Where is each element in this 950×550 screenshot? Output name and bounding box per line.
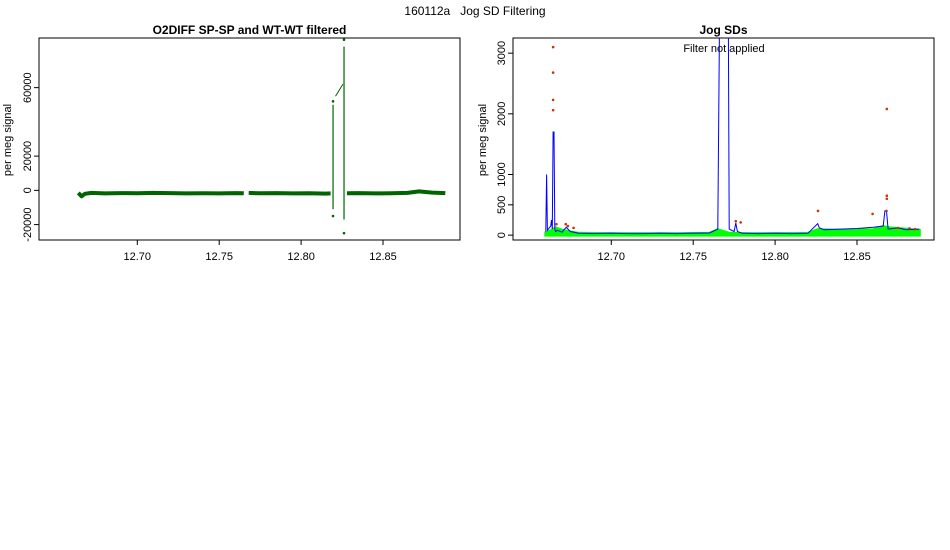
outlier-point-jog-sds: [739, 221, 743, 224]
y-axis-label-jog-sds: per meg signal: [477, 104, 489, 176]
outlier-point-jog-sds: [885, 107, 889, 111]
sd-line-jog-sds: [545, 38, 920, 235]
outlier-point-jog-sds: [564, 222, 568, 226]
y-tick-label-jog-sds: 3000: [496, 41, 508, 65]
data-point-o2diff: [331, 100, 335, 103]
plot-area-jog-sds: [544, 38, 921, 237]
outlier-point-jog-sds: [551, 45, 555, 49]
outlier-point-jog-sds: [885, 194, 889, 198]
y-tick-label-jog-sds: 0: [496, 232, 508, 238]
data-point-o2diff: [342, 38, 346, 42]
outlier-point-jog-sds: [885, 197, 889, 201]
green-band-jog-sds: [544, 225, 921, 237]
panel-o2diff: O2DIFF SP-SP and WT-WT filtered per meg …: [2, 23, 461, 263]
data-point-o2diff: [342, 231, 346, 235]
outlier-point-jog-sds: [734, 219, 738, 223]
x-tick-label-jog-sds: 12.70: [598, 251, 626, 263]
outlier-point-jog-sds: [551, 71, 555, 74]
outlier-point-jog-sds: [551, 98, 555, 102]
outlier-point-jog-sds: [871, 212, 874, 216]
outlier-point-jog-sds: [913, 227, 917, 231]
chart-title-jog-sds: Jog SDs: [699, 23, 747, 37]
axes-o2diff: 12.70 12.75 12.80 12.85 -20000 0 20000 60000: [22, 72, 397, 263]
x-tick-label-o2diff: 12.85: [369, 251, 397, 263]
series-connector-o2diff: [335, 83, 344, 97]
outlier-point-jog-sds: [885, 209, 888, 213]
x-tick-label-o2diff: 12.70: [124, 251, 152, 263]
y-tick-label-o2diff: 0: [22, 187, 34, 193]
y-tick-label-jog-sds: 2000: [496, 102, 508, 126]
chart-title-o2diff: O2DIFF SP-SP and WT-WT filtered: [153, 23, 347, 37]
axes-jog-sds: 12.70 12.75 12.80 12.85 0 500 1000 2000 3000: [496, 41, 871, 263]
outlier-point-jog-sds: [908, 227, 911, 230]
page-title: 160112a Jog SD Filtering: [404, 4, 546, 18]
outlier-point-jog-sds: [566, 224, 570, 228]
panel-jog-sds: Jog SDs Filter not applied per meg signa…: [477, 23, 935, 263]
x-tick-label-jog-sds: 12.80: [761, 251, 789, 263]
data-point-o2diff: [331, 214, 335, 218]
annotation-filter-not-applied: Filter not applied: [683, 43, 764, 55]
outlier-point-jog-sds: [816, 209, 820, 213]
series-segment-o2diff: [76, 190, 244, 199]
data-o2diff: [76, 38, 446, 235]
x-tick-label-o2diff: 12.75: [205, 251, 233, 263]
series-segment-o2diff: [346, 189, 446, 196]
x-tick-label-o2diff: 12.80: [287, 251, 315, 263]
x-tick-label-jog-sds: 12.75: [679, 251, 707, 263]
plot-box-jog-sds: [512, 37, 935, 241]
outlier-point-jog-sds: [896, 226, 900, 230]
y-axis-label-o2diff: per meg signal: [2, 104, 14, 176]
y-tick-label-jog-sds: 500: [496, 196, 508, 214]
y-tick-label-o2diff: 60000: [22, 72, 34, 103]
data-jog-sds: [544, 38, 921, 237]
plot-box-o2diff: [38, 37, 461, 241]
y-tick-label-o2diff: -20000: [22, 207, 34, 241]
series-segment-o2diff: [248, 190, 331, 196]
outlier-point-jog-sds: [572, 226, 575, 230]
y-tick-label-jog-sds: 1000: [496, 162, 508, 186]
x-tick-label-jog-sds: 12.85: [843, 251, 871, 263]
outlier-point-jog-sds: [551, 108, 555, 112]
y-tick-label-o2diff: 20000: [22, 141, 34, 172]
outlier-point-jog-sds: [555, 222, 558, 226]
